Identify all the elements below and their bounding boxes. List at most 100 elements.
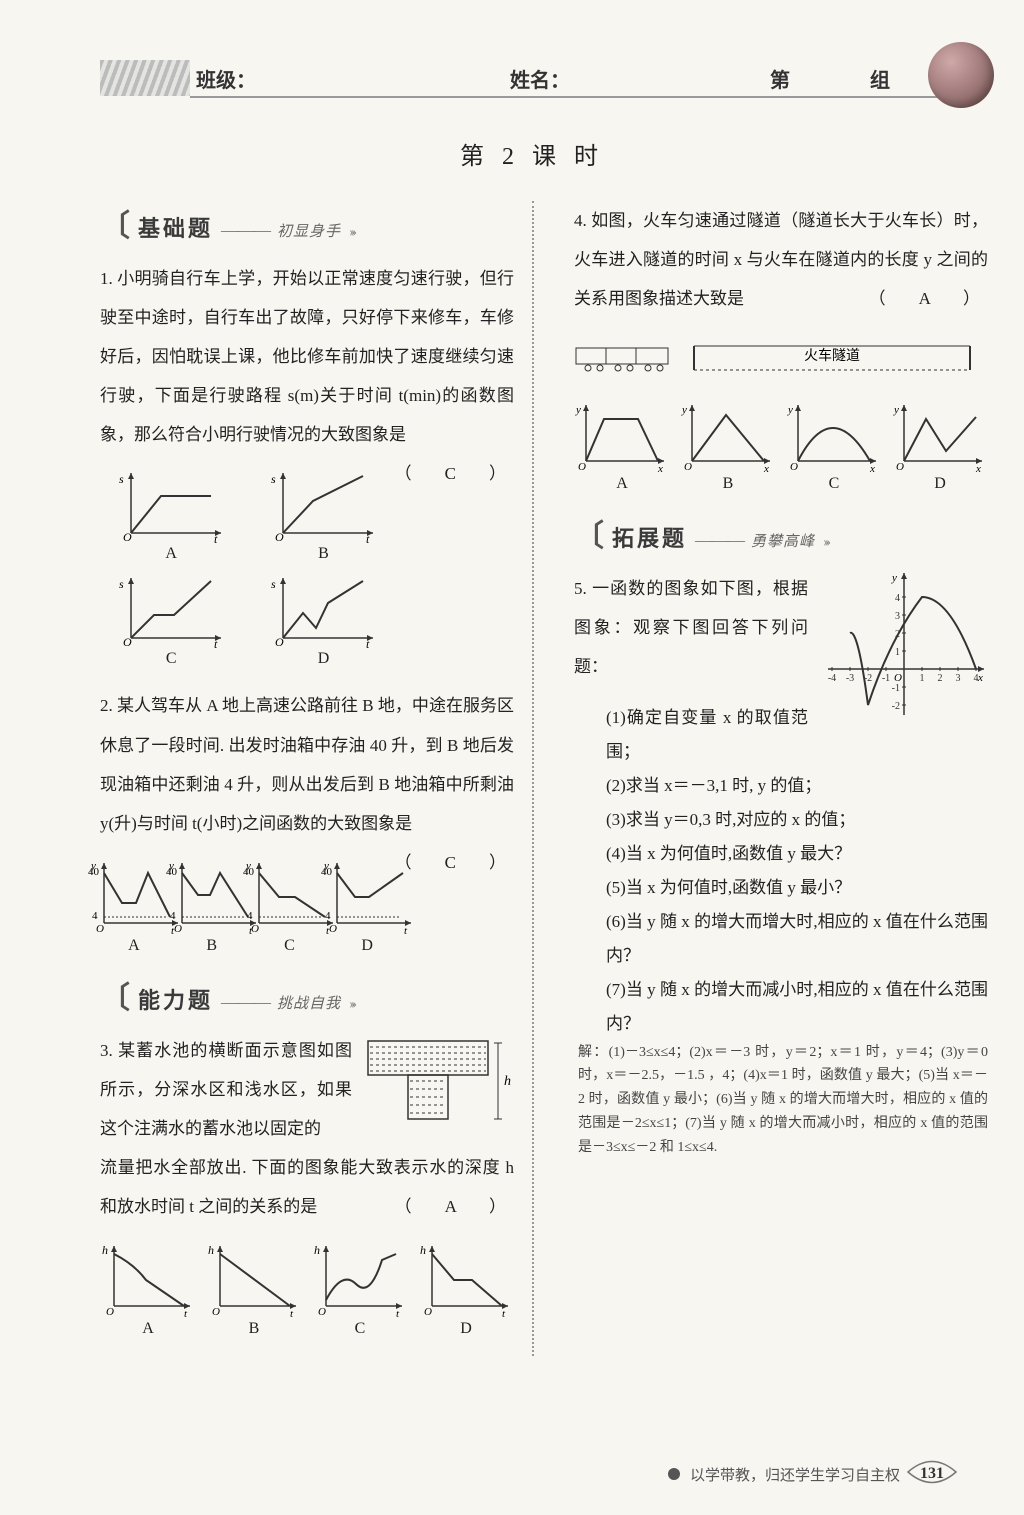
header-underline [190,96,964,98]
svg-text:3: 3 [956,673,961,684]
page-badge-icon [904,1455,960,1489]
svg-text:O: O [684,461,692,473]
p2-text: 某人驾车从 A 地上高速公路前往 B 地，中途在服务区休息了一段时间. 出发时油… [100,696,514,832]
svg-text:t: t [396,1308,400,1318]
svg-text:O: O [578,461,586,473]
p1-graph-a: s O t [116,468,226,543]
section-skill-title: 能力题 [138,983,213,1015]
p3-label-b: B [249,1320,260,1338]
svg-text:s: s [271,472,276,486]
svg-text:y: y [90,860,96,872]
p4-opt-d: y O x D [892,399,987,493]
p1-opt-a: s O t A [106,468,236,563]
section-skill-sub: 挑战自我 [277,992,341,1013]
svg-text:t: t [184,1308,188,1318]
svg-text:-2: -2 [892,701,900,712]
p2-label-b: B [206,937,217,955]
svg-text:y: y [168,860,174,872]
svg-text:y: y [323,860,329,872]
p1-graph-d: s O t [268,573,378,648]
header-bar: 班级： 姓名： 第 组 [100,60,964,96]
p3-text-a: 某蓄水池的横断面示意图如图所示，分深水区和浅水区，如果这个注满水的蓄水池以固定的 [100,1041,352,1138]
p5-solution: 解：(1)－3≤x≤4；(2)x＝－3 时，y＝2；x＝1 时，y＝4；(3)y… [574,1041,988,1160]
p3-num: 3. [100,1041,113,1060]
svg-text:O: O [212,1306,220,1318]
svg-text:h: h [102,1243,108,1257]
p2-num: 2. [100,696,113,715]
field-zu: 组 [870,64,890,93]
svg-text:O: O [106,1306,114,1318]
p4-opt-b: y O x B [680,399,775,493]
p2-opt-a: 40 4 y O t A [100,857,168,955]
train-tunnel-diagram: 火车隧道 [574,340,974,376]
svg-text:y: y [681,404,687,416]
p1-opt-d: s O t D [259,573,389,668]
p5-function-graph: x y O -4-3-2-1 1234 1234 -1-2 [818,569,988,719]
p4-graph-d: y O x [892,399,988,473]
p2-graph-d: 40 4 y O t [319,857,415,935]
p5-subquestions: (1)确定自变量 x 的取值范围； (2)求当 x＝－3,1 时, y 的值； … [574,701,988,1041]
p5-sub-6: (6)当 y 随 x 的增大而增大时,相应的 x 值在什么范围内？ [574,905,988,973]
svg-text:4: 4 [325,910,331,922]
svg-text:4: 4 [895,593,900,604]
p4-answer: （ A ） [869,279,988,318]
content-columns: 〔 基础题 ——— 初显身手 ››› 1. 小明骑自行车上学，开始以正常速度匀速… [100,201,964,1356]
p1-opt-c: s O t C [106,573,236,668]
svg-text:4: 4 [247,910,253,922]
p5-num: 5. [574,579,587,598]
svg-text:4: 4 [92,910,98,922]
p1-options: s O t A s O t [100,468,395,668]
svg-text:3: 3 [895,611,900,622]
lesson-title: 第 2 课 时 [100,136,964,171]
svg-text:O: O [329,923,337,935]
svg-text:4: 4 [974,673,979,684]
svg-text:y: y [893,404,899,416]
section-extend: 〔 拓展题 ——— 勇攀高峰 ››› [574,521,828,553]
problem-1: 1. 小明骑自行车上学，开始以正常速度匀速行驶，但行驶至中途时，自行车出了故障，… [100,259,514,454]
svg-text:-4: -4 [828,673,836,684]
p3-options: h O t A h O t [100,1240,514,1338]
p4-opt-a: y O x A [574,399,669,493]
p4-opt-c: y O x C [786,399,881,493]
p1-graph-b: s O t [268,468,378,543]
svg-text:2: 2 [938,673,943,684]
svg-text:s: s [119,577,124,591]
p4-graph-b: y O x [680,399,776,473]
arrow-icon: ››› [823,535,828,551]
p2-label-d: D [361,937,373,955]
p1-label-b: B [318,545,329,563]
field-name: 姓名： [510,64,570,93]
p4-num: 4. [574,211,587,230]
svg-text:1: 1 [895,647,900,658]
p4-label-a: A [616,475,628,493]
p5-sub-2: (2)求当 x＝－3,1 时, y 的值； [574,769,988,803]
p4-graph-a: y O x [574,399,670,473]
right-column: 4. 如图，火车匀速通过隧道（隧道长大于火车长）时，火车进入隧道的时间 x 与火… [556,201,988,1356]
svg-text:x: x [657,463,663,473]
svg-text:h: h [420,1243,426,1257]
svg-text:y: y [787,404,793,416]
section-extend-sub: 勇攀高峰 [751,530,815,551]
pool-cross-section: h [364,1037,514,1127]
svg-text:-1: -1 [882,673,890,684]
problem-5: x y O -4-3-2-1 1234 1234 -1-2 [574,569,988,686]
left-column: 〔 基础题 ——— 初显身手 ››› 1. 小明骑自行车上学，开始以正常速度匀速… [100,201,532,1356]
p5-sub-3: (3)求当 y＝0,3 时,对应的 x 的值； [574,803,988,837]
problem-4: 4. 如图，火车匀速通过隧道（隧道长大于火车长）时，火车进入隧道的时间 x 与火… [574,201,988,318]
bracket-icon: 〔 [100,984,130,1014]
svg-text:s: s [271,577,276,591]
field-di: 第 [770,64,790,93]
p1-label-d: D [318,650,330,668]
p3-label-d: D [460,1320,472,1338]
p4-label-b: B [723,475,734,493]
p3-graph-b: h O t [206,1240,302,1318]
p3-label-c: C [355,1320,366,1338]
p4-graph-c: y O x [786,399,882,473]
problem-3: h 3. 某蓄水池的横断面示意图如图所示，分深水区和浅水区，如果这个注满水的蓄水… [100,1031,514,1226]
p4-options: y O x A y O x [574,399,988,493]
mascot-icon [928,42,994,108]
problem-2: 2. 某人驾车从 A 地上高速公路前往 B 地，中途在服务区休息了一段时间. 出… [100,686,514,842]
page-footer: 以学带教，归还学生学习自主权 131 [668,1461,954,1487]
svg-text:h: h [208,1243,214,1257]
dashes: ——— [221,220,269,241]
